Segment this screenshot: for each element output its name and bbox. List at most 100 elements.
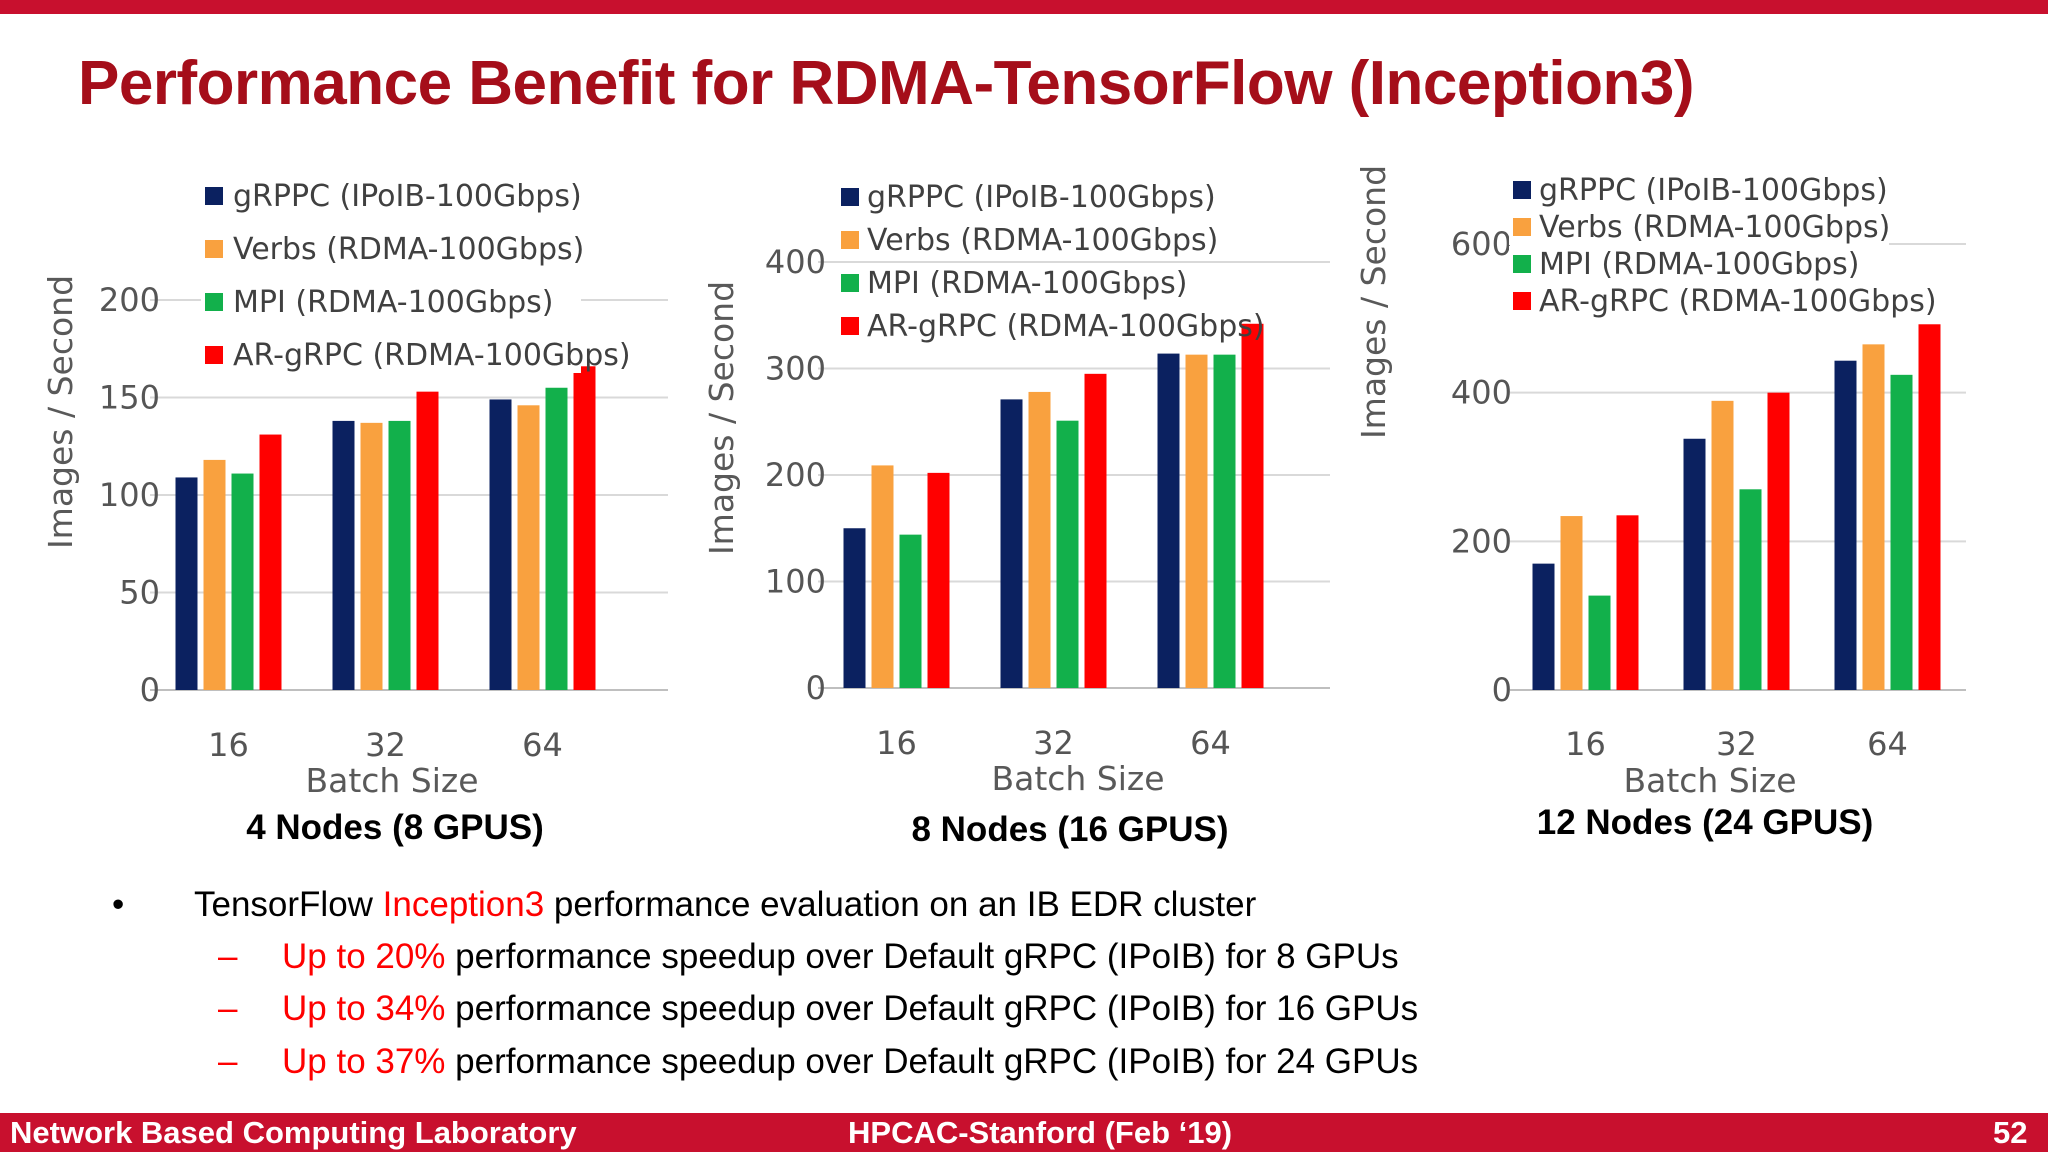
y-axis-title: Images / Second [1354,165,1393,439]
bar [360,422,383,690]
legend-label: gRPPC (IPoIB-100Gbps) [867,180,1216,215]
x-tick-label: 16 [1565,725,1606,763]
bar [1157,353,1180,688]
bar [1739,489,1762,690]
legend-label: Verbs (RDMA-100Gbps) [867,223,1218,258]
y-tick-label: 200 [1451,522,1512,560]
bar [1862,344,1885,690]
legend-swatch-icon [1513,292,1531,310]
legend-label: AR-gRPC (RDMA-100Gbps) [1539,284,1937,319]
top-accent-bar [0,0,2048,14]
speedup-highlight: Up to 37% [282,1042,446,1081]
bullet-main-prefix: TensorFlow [194,885,383,924]
x-axis-title: Batch Size [1623,761,1796,800]
legend-background [201,337,581,373]
bullet-main-suffix: performance evaluation on an IB EDR clus… [544,885,1257,924]
bar [332,420,355,690]
bar [1241,323,1264,688]
y-tick-label: 0 [140,671,160,709]
x-tick-label: 16 [876,724,917,762]
slide-title: Performance Benefit for RDMA-TensorFlow … [78,49,1694,118]
bar [1918,324,1941,690]
y-tick-label: 100 [99,476,160,514]
legend-background [1509,209,1889,245]
legend-swatch-icon [841,317,859,335]
footer-lab-name: Network Based Computing Laboratory [10,1115,577,1150]
x-axis-title: Batch Size [991,759,1164,798]
bullet-main-highlight: Inception3 [382,885,545,924]
legend-swatch-icon [841,188,859,206]
legend-label: MPI (RDMA-100Gbps) [1539,247,1860,282]
bar [545,387,568,690]
y-tick-label: 0 [806,669,826,707]
bar [175,477,198,690]
legend-swatch-icon [841,231,859,249]
bullet-sub-1: – Up to 20% performance speedup over Def… [218,937,1399,977]
legend-label: MPI (RDMA-100Gbps) [233,285,554,320]
y-axis-title: Images / Second [702,281,741,555]
y-tick-label: 100 [765,563,826,601]
legend-swatch-icon [205,187,223,205]
y-tick-label: 200 [99,281,160,319]
bullet-dot-icon: • [112,885,125,924]
x-tick-label: 32 [1716,725,1757,763]
bullet-sub-2: – Up to 34% performance speedup over Def… [218,989,1418,1029]
y-tick-label: 150 [99,379,160,417]
legend-swatch-icon [205,293,223,311]
legend-background [201,231,581,267]
bar [1056,420,1079,688]
bar [843,528,866,688]
y-tick-label: 400 [1451,374,1512,412]
y-tick-label: 600 [1451,225,1512,263]
legend-background [837,308,1217,344]
legend-label: gRPPC (IPoIB-100Gbps) [1539,173,1888,208]
speedup-text: performance speedup over Default gRPC (I… [445,1042,1419,1081]
speedup-text: performance speedup over Default gRPC (I… [445,937,1399,976]
speedup-text: performance speedup over Default gRPC (I… [445,989,1419,1028]
legend-swatch-icon [1513,218,1531,236]
legend-label: AR-gRPC (RDMA-100Gbps) [867,309,1265,344]
legend-label: Verbs (RDMA-100Gbps) [1539,210,1890,245]
dash-icon: – [218,937,238,976]
speedup-highlight: Up to 20% [282,937,446,976]
bar [1084,373,1107,688]
bar [899,534,922,688]
legend-background [1509,172,1889,208]
x-tick-label: 64 [1190,724,1231,762]
speedup-highlight: Up to 34% [282,989,446,1028]
bar [259,434,282,690]
legend-swatch-icon [1513,181,1531,199]
bar [1000,399,1023,688]
legend-label: MPI (RDMA-100Gbps) [867,266,1188,301]
chart-caption-4-nodes: 4 Nodes (8 GPUS) [246,808,544,847]
y-tick-label: 300 [765,350,826,388]
bar [231,473,254,690]
bar [1185,354,1208,688]
y-tick-label: 0 [1492,671,1512,709]
x-tick-label: 64 [1867,725,1908,763]
bar [871,465,894,688]
bar [1890,374,1913,690]
y-tick-label: 400 [765,243,826,281]
legend-background [837,222,1217,258]
bar [203,459,226,690]
bar [1767,392,1790,690]
x-tick-label: 32 [1033,724,1074,762]
bar [1532,563,1555,690]
legend-swatch-icon [841,274,859,292]
legend-swatch-icon [1513,255,1531,273]
bar [416,391,439,690]
x-tick-label: 16 [208,726,249,764]
bar [1028,391,1051,688]
x-tick-label: 32 [365,726,406,764]
bar [1683,438,1706,690]
y-tick-label: 200 [765,456,826,494]
bar [489,399,512,690]
legend-background [837,265,1217,301]
legend-background [1509,283,1889,319]
bar [1834,360,1857,690]
legend-background [1509,246,1889,282]
bar [1616,515,1639,690]
